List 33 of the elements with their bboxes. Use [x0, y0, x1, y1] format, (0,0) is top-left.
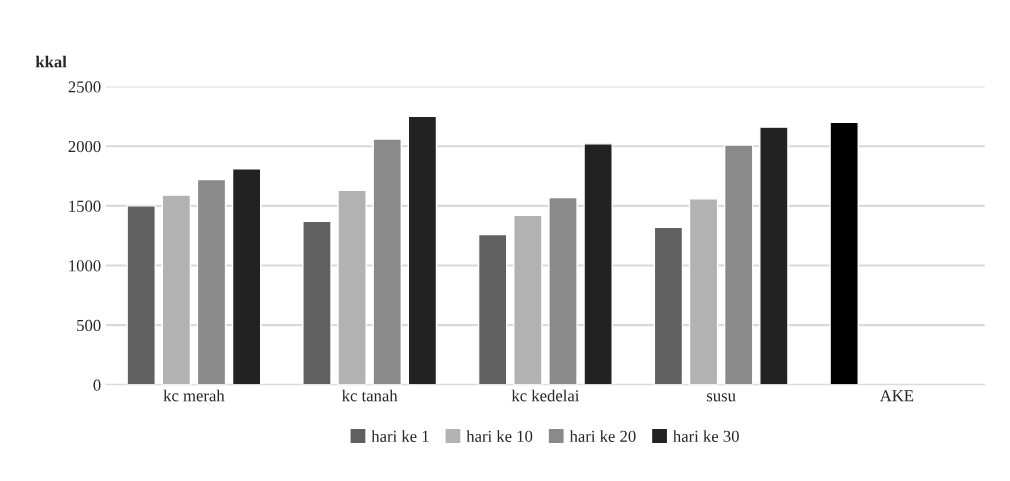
x-tick-label: AKE [879, 390, 914, 402]
y-tick-label: 2000 [68, 140, 101, 153]
bar [302, 220, 332, 385]
y-tick-label: 0 [93, 379, 101, 391]
bar [372, 138, 402, 385]
bar [548, 196, 578, 385]
y-tick-label: 500 [77, 319, 101, 332]
legend-label: hari ke 10 [466, 430, 533, 442]
bar [161, 194, 192, 385]
bar [196, 178, 227, 385]
bar [407, 115, 438, 385]
x-tick-label: kc kedelai [511, 389, 580, 402]
legend-label: hari ke 1 [371, 430, 429, 442]
y-tick-label: 1500 [69, 200, 101, 212]
x-tick-label: kc tanah [341, 389, 398, 402]
x-tick-label: kc merah [163, 389, 225, 402]
bar [829, 121, 859, 385]
legend-label: hari ke 20 [569, 430, 636, 442]
bar [126, 205, 156, 385]
legend-label: hari ke 30 [673, 430, 739, 442]
x-tick-label: susu [707, 393, 736, 402]
bar [477, 233, 508, 385]
bar [583, 143, 613, 385]
bar [759, 126, 789, 385]
bar [653, 226, 684, 385]
bar [231, 168, 262, 385]
y-axis-title: kkal [35, 55, 67, 68]
bar [723, 144, 754, 385]
y-tick-label: 1000 [69, 260, 101, 272]
bar [513, 214, 543, 385]
bar [337, 189, 367, 385]
bar [688, 198, 719, 385]
y-tick-label: 2500 [68, 81, 101, 93]
